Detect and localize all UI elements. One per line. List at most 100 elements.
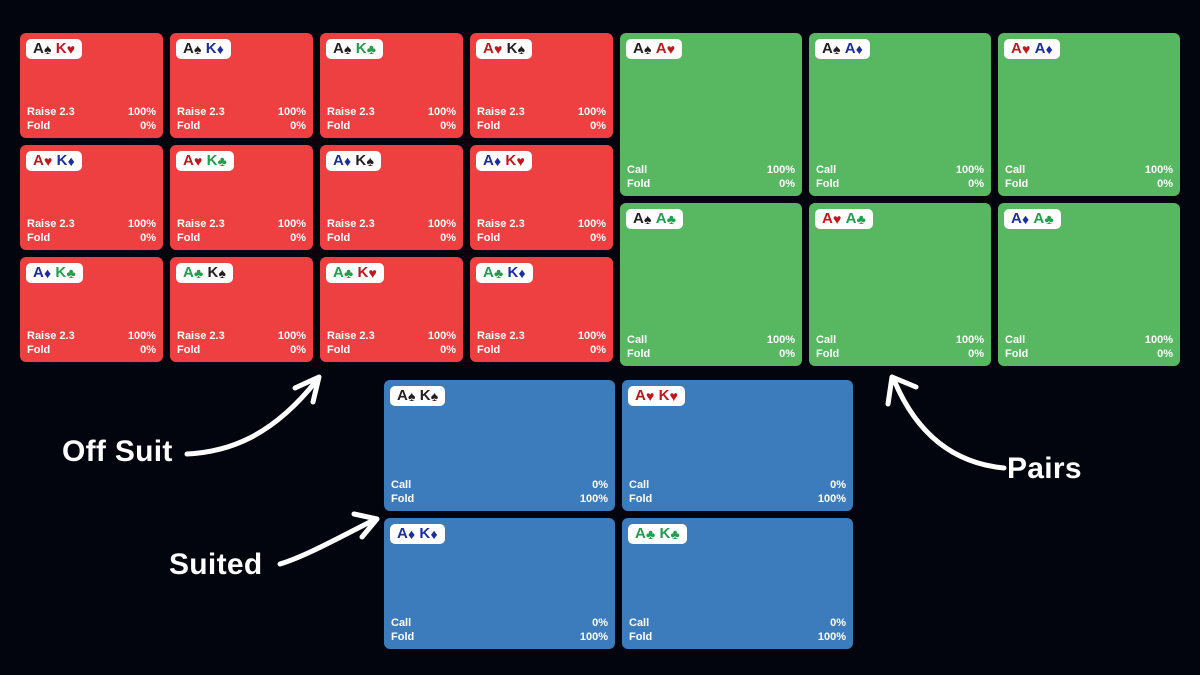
suit-s-icon: ♠ [194,40,202,57]
action-frequency-list: Raise 2.3 100% Fold 0% [327,329,456,357]
hand-badge: A ♣ K ♥ [326,263,384,283]
card-rank: A [845,210,857,227]
suit-d-icon: ♦ [216,40,225,57]
action-name: Fold [627,347,651,360]
action-percent: 100% [579,630,608,643]
card-rank: K [207,264,219,281]
hand-badge: A ♦ K ♠ [326,151,382,171]
action-frequency-list: Raise 2.3 100% Fold 0% [27,105,156,133]
hand-card[interactable]: A ♦ K ♥ Raise 2.3 100% Fold 0% [470,145,613,250]
suit-s-icon: ♠ [517,40,526,57]
action-percent: 0% [140,343,156,356]
hand-card[interactable]: A ♠ K ♣ Raise 2.3 100% Fold 0% [320,33,463,138]
hand-card[interactable]: A ♠ A ♦ Call 100% Fold 0% [809,33,991,196]
action-name: Raise 2.3 [27,217,75,230]
suit-d-icon: ♦ [855,40,864,57]
hand-card[interactable]: A ♥ K ♥ Call 0% Fold 100% [622,380,853,511]
hand-card[interactable]: A ♠ K ♦ Raise 2.3 100% Fold 0% [170,33,313,138]
card-rank: K [507,264,519,281]
card-rank: K [419,525,431,542]
action-name: Fold [477,343,501,356]
annotation-arrow-pairs [885,374,1007,471]
suit-d-icon: ♦ [1022,210,1030,227]
hand-card[interactable]: A ♥ K ♣ Raise 2.3 100% Fold 0% [170,145,313,250]
action-percent: 100% [577,217,606,230]
action-name: Fold [1005,347,1029,360]
action-frequency-list: Call 0% Fold 100% [391,478,608,506]
hand-card[interactable]: A ♥ K ♦ Raise 2.3 100% Fold 0% [20,145,163,250]
suit-c-icon: ♣ [494,264,504,281]
card-rank: A [655,210,667,227]
action-percent: 100% [955,333,984,346]
action-name: Call [627,163,648,176]
action-percent: 0% [1157,347,1173,360]
card-token: A ♦ [1035,41,1053,56]
action-name: Raise 2.3 [177,217,225,230]
hand-card[interactable]: A ♠ K ♠ Call 0% Fold 100% [384,380,615,511]
action-percent: 0% [290,119,306,132]
card-rank: A [33,264,45,281]
card-rank: A [655,40,667,57]
hand-card[interactable]: A ♣ K ♠ Raise 2.3 100% Fold 0% [170,257,313,362]
card-token: K ♥ [659,388,679,403]
card-token: A ♦ [1011,211,1029,226]
card-token: K ♥ [357,265,377,280]
card-rank: K [56,152,68,169]
action-name: Fold [816,177,840,190]
action-row: Raise 2.3 100% [27,329,156,343]
action-row: Fold 100% [391,630,608,644]
hand-card[interactable]: A ♦ K ♦ Call 0% Fold 100% [384,518,615,649]
action-frequency-list: Call 100% Fold 0% [1005,163,1173,191]
hand-card[interactable]: A ♠ K ♥ Raise 2.3 100% Fold 0% [20,33,163,138]
suit-s-icon: ♠ [344,40,352,57]
action-row: Fold 0% [327,231,456,245]
hand-card[interactable]: A ♠ A ♣ Call 100% Fold 0% [620,203,802,366]
action-row: Fold 0% [477,231,606,245]
card-rank: K [505,152,517,169]
card-token: A ♥ [33,153,53,168]
action-percent: 0% [440,231,456,244]
suit-c-icon: ♣ [217,152,227,169]
action-frequency-list: Raise 2.3 100% Fold 0% [177,329,306,357]
action-name: Fold [629,492,653,505]
card-rank: A [1034,40,1046,57]
card-token: A ♠ [333,41,352,56]
action-name: Raise 2.3 [477,105,525,118]
hand-card[interactable]: A ♦ A ♣ Call 100% Fold 0% [998,203,1180,366]
action-percent: 0% [968,347,984,360]
action-percent: 100% [427,105,456,118]
card-rank: A [483,264,495,281]
action-name: Fold [391,492,415,505]
suit-c-icon: ♣ [194,264,204,281]
hand-badge: A ♥ K ♦ [26,151,82,171]
hand-card[interactable]: A ♦ K ♠ Raise 2.3 100% Fold 0% [320,145,463,250]
card-rank: K [357,264,369,281]
action-row: Raise 2.3 100% [477,217,606,231]
card-token: A ♥ [656,41,676,56]
action-row: Fold 0% [177,343,306,357]
hand-card[interactable]: A ♠ A ♥ Call 100% Fold 0% [620,33,802,196]
card-token: K ♠ [507,41,526,56]
action-row: Raise 2.3 100% [477,329,606,343]
action-percent: 0% [779,347,795,360]
action-percent: 0% [968,177,984,190]
action-frequency-list: Raise 2.3 100% Fold 0% [327,217,456,245]
card-rank: K [506,40,518,57]
card-token: A ♣ [333,265,353,280]
action-frequency-list: Raise 2.3 100% Fold 0% [177,105,306,133]
hand-badge: A ♠ A ♣ [626,209,684,229]
card-token: A ♣ [635,526,655,541]
hand-card[interactable]: A ♥ K ♠ Raise 2.3 100% Fold 0% [470,33,613,138]
hand-card[interactable]: A ♦ K ♣ Raise 2.3 100% Fold 0% [20,257,163,362]
hand-card[interactable]: A ♣ K ♣ Call 0% Fold 100% [622,518,853,649]
hand-card[interactable]: A ♥ A ♣ Call 100% Fold 0% [809,203,991,366]
hand-card[interactable]: A ♣ K ♦ Raise 2.3 100% Fold 0% [470,257,613,362]
card-token: K ♦ [507,265,525,280]
hand-card[interactable]: A ♣ K ♥ Raise 2.3 100% Fold 0% [320,257,463,362]
card-token: K ♥ [56,41,76,56]
hand-card[interactable]: A ♥ A ♦ Call 100% Fold 0% [998,33,1180,196]
hand-badge: A ♦ K ♦ [390,524,445,544]
suit-d-icon: ♦ [344,152,352,169]
suit-h-icon: ♥ [1022,40,1031,57]
action-name: Raise 2.3 [327,329,375,342]
